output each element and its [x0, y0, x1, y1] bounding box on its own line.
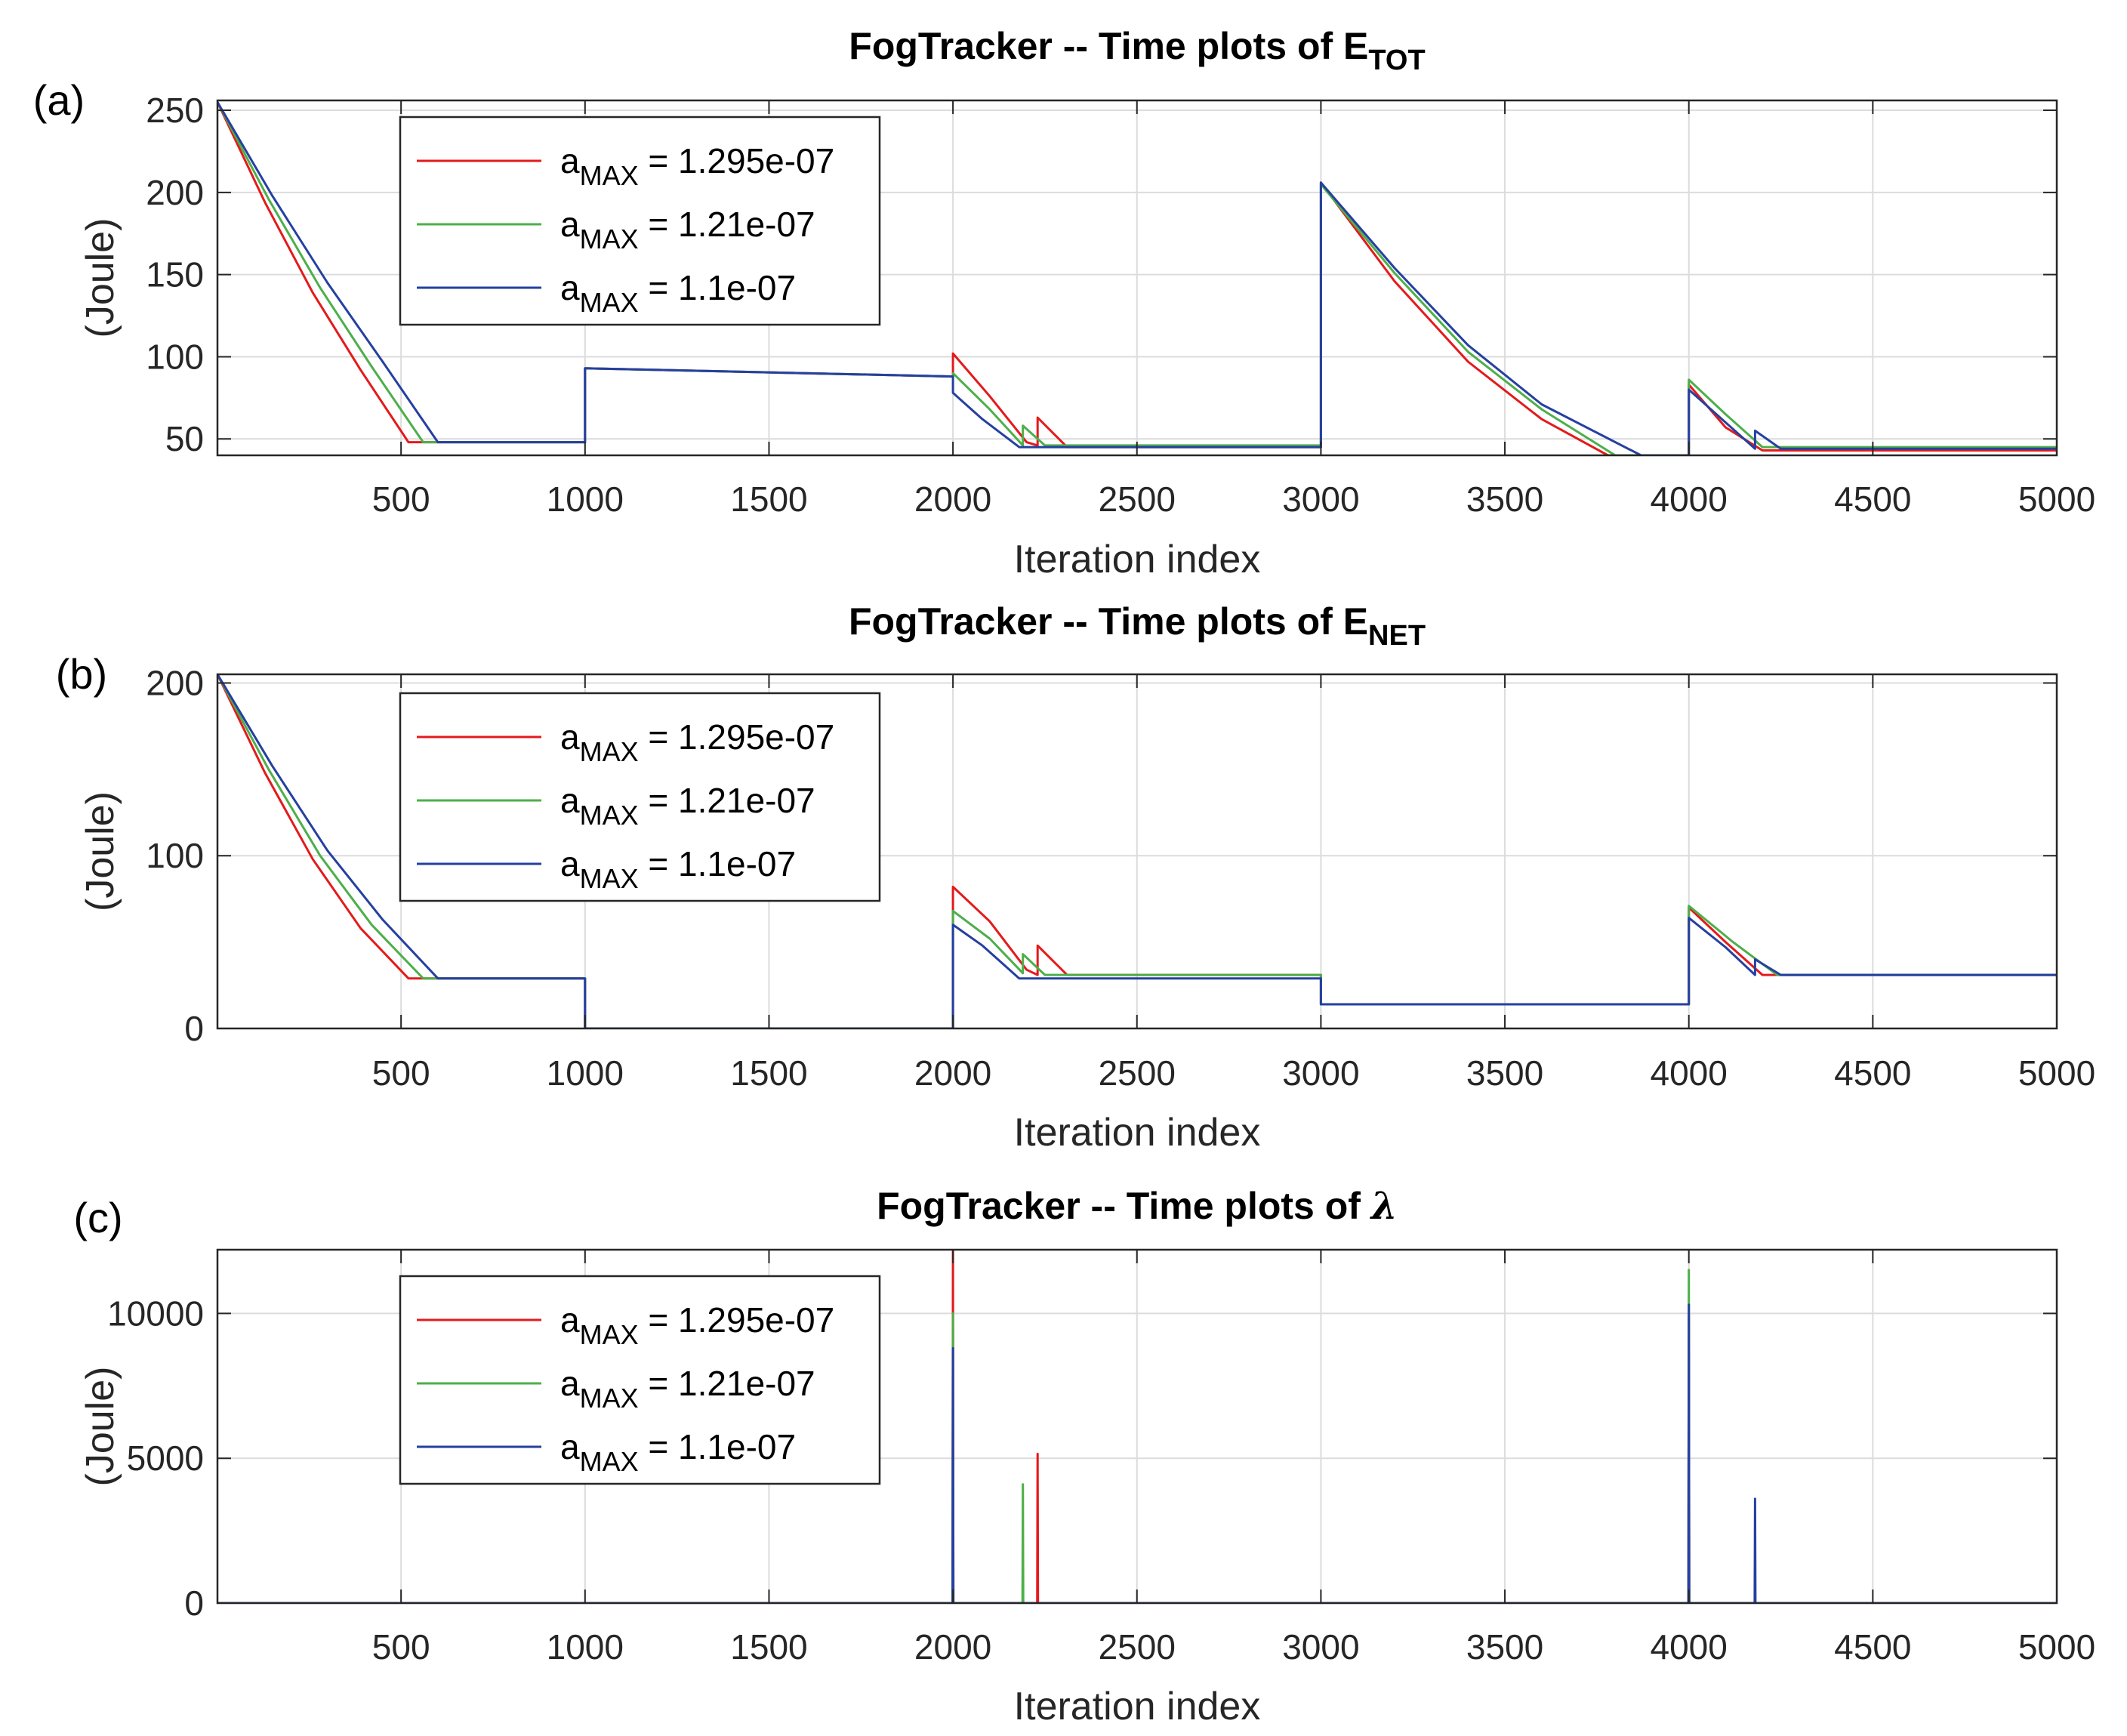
series-group — [217, 1250, 2057, 1603]
x-tick-label: 4000 — [1651, 479, 1728, 519]
series-line-1 — [217, 101, 2057, 455]
x-axis-label: Iteration index — [1014, 1111, 1261, 1155]
x-tick-label: 5000 — [2018, 479, 2095, 519]
series-line-3 — [217, 1303, 2057, 1603]
x-tick-label: 1000 — [547, 479, 624, 519]
chart-panel-c: 500 1000 1500 2000 2500 3000 3500 4000 4500 5000 0… — [73, 1183, 2095, 1728]
panel-label: (c) — [73, 1194, 122, 1241]
legend-label-3: aMAX = 1.1e-07 — [560, 268, 796, 318]
legend: aMAX = 1.295e-07 aMAX = 1.21e-07 aMAX = 1.… — [399, 692, 881, 902]
x-tick-label: 1500 — [730, 1053, 807, 1093]
legend-box — [399, 116, 881, 326]
x-tick-label: 3000 — [1282, 1053, 1359, 1093]
chart-title: FogTracker -- Time plots of λ — [877, 1183, 1398, 1228]
legend-label-2: aMAX = 1.21e-07 — [560, 1364, 815, 1414]
x-tick-label: 3500 — [1466, 1627, 1543, 1667]
x-tick-label: 3000 — [1282, 1627, 1359, 1667]
x-tick-label: 3000 — [1282, 479, 1359, 519]
x-tick-label: 500 — [372, 479, 430, 519]
y-tick-label: 150 — [146, 255, 204, 294]
y-tick-label: 0 — [184, 1009, 204, 1048]
panel-label: (a) — [33, 76, 85, 124]
x-tick-label: 4500 — [1834, 1627, 1911, 1667]
x-tick-label: 2000 — [914, 1053, 991, 1093]
x-tick-label: 2500 — [1099, 1053, 1176, 1093]
x-tick-label: 5000 — [2018, 1053, 2095, 1093]
x-tick-label: 5000 — [2018, 1627, 2095, 1667]
x-tick-label: 2500 — [1099, 479, 1176, 519]
legend-label-1: aMAX = 1.295e-07 — [560, 141, 834, 191]
y-tick-label: 50 — [165, 419, 204, 458]
x-tick-label: 500 — [372, 1627, 430, 1667]
x-tick-label: 1000 — [547, 1053, 624, 1093]
chart-panel-b: 500 1000 1500 2000 2500 3000 3500 4000 4500 5000 0… — [56, 600, 2095, 1155]
x-tick-label: 1500 — [730, 1627, 807, 1667]
x-tick-label: 2000 — [914, 1627, 991, 1667]
chart-panel-a: 500 1000 1500 2000 2500 3000 3500 4000 4500 5000 5… — [33, 25, 2095, 581]
chart-title: FogTracker -- Time plots of ETOT — [849, 25, 1425, 76]
legend-label-1: aMAX = 1.295e-07 — [560, 1300, 834, 1350]
legend: aMAX = 1.295e-07 aMAX = 1.21e-07 aMAX = 1.… — [399, 116, 881, 326]
x-tick-label: 4000 — [1651, 1627, 1728, 1667]
y-tick-label: 0 — [184, 1583, 204, 1623]
legend: aMAX = 1.295e-07 aMAX = 1.21e-07 aMAX = 1.… — [399, 1275, 881, 1485]
y-tick-label: 100 — [146, 337, 204, 376]
panel-label: (b) — [56, 650, 107, 698]
legend-label-2: aMAX = 1.21e-07 — [560, 205, 815, 254]
series-group — [217, 674, 2057, 1028]
x-tick-label: 3500 — [1466, 1053, 1543, 1093]
legend-label-1: aMAX = 1.295e-07 — [560, 717, 834, 767]
x-axis-label: Iteration index — [1014, 1685, 1261, 1728]
x-tick-label: 4500 — [1834, 1053, 1911, 1093]
legend-label-2: aMAX = 1.21e-07 — [560, 781, 815, 831]
y-tick-label: 100 — [146, 836, 204, 875]
x-tick-label: 3500 — [1466, 479, 1543, 519]
y-tick-label: 10000 — [107, 1294, 204, 1333]
y-tick-label: 200 — [146, 663, 204, 702]
x-axis-label: Iteration index — [1014, 538, 1261, 581]
series-line-3 — [217, 101, 2057, 455]
chart-title: FogTracker -- Time plots of ENET — [849, 600, 1426, 652]
series-line-3 — [217, 674, 2057, 1028]
y-tick-label: 250 — [146, 91, 204, 130]
legend-label-3: aMAX = 1.1e-07 — [560, 844, 796, 894]
y-tick-label: 5000 — [127, 1438, 204, 1478]
y-axis-label: (Joule) — [79, 791, 122, 911]
x-tick-label: 4500 — [1834, 479, 1911, 519]
y-axis-label: (Joule) — [79, 1367, 122, 1487]
legend-box — [399, 692, 881, 902]
y-axis-label: (Joule) — [79, 218, 122, 338]
x-tick-label: 1500 — [730, 479, 807, 519]
x-tick-label: 500 — [372, 1053, 430, 1093]
x-tick-label: 1000 — [547, 1627, 624, 1667]
x-tick-label: 4000 — [1651, 1053, 1728, 1093]
x-tick-label: 2500 — [1099, 1627, 1176, 1667]
x-tick-label: 2000 — [914, 479, 991, 519]
y-tick-label: 200 — [146, 173, 204, 212]
legend-label-3: aMAX = 1.1e-07 — [560, 1427, 796, 1477]
legend-box — [399, 1275, 881, 1485]
